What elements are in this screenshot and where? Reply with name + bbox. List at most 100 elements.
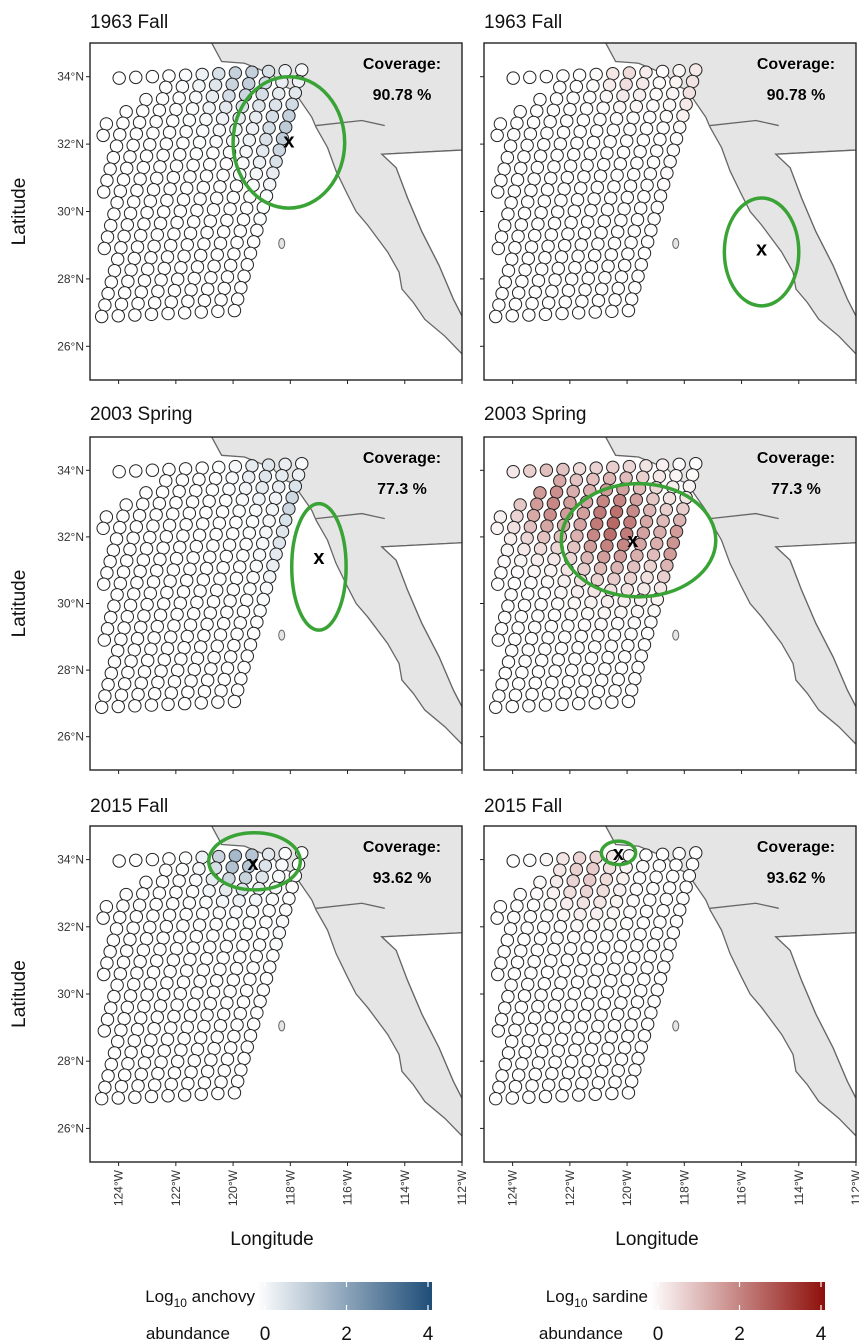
- station-point: [586, 918, 601, 932]
- station-point: [113, 520, 127, 535]
- station-point: [605, 1086, 619, 1101]
- station-point: [173, 930, 187, 944]
- station-point: [566, 91, 580, 105]
- station-point: [225, 860, 239, 874]
- station-point: [541, 631, 555, 645]
- station-point: [166, 953, 181, 967]
- station-point: [147, 1078, 162, 1092]
- station-point: [199, 112, 213, 127]
- station-point: [636, 470, 650, 484]
- station-point: [144, 642, 158, 656]
- coverage-label: Coverage:: [363, 450, 441, 467]
- station-point: [528, 228, 542, 243]
- station-point: [114, 241, 128, 255]
- station-point: [511, 1012, 525, 1026]
- station-point: [229, 571, 244, 586]
- station-point: [123, 598, 138, 613]
- station-point: [528, 285, 542, 299]
- station-point: [120, 554, 134, 568]
- station-point: [219, 549, 234, 564]
- station-point: [113, 127, 127, 142]
- station-point: [634, 258, 648, 272]
- station-point: [161, 1089, 175, 1103]
- station-point: [262, 514, 276, 528]
- station-point: [511, 286, 526, 300]
- station-point: [230, 292, 245, 306]
- station-point: [613, 883, 627, 897]
- station-point: [150, 954, 164, 968]
- station-point: [256, 536, 270, 551]
- station-point: [488, 1091, 503, 1106]
- center-of-gravity-marker: x: [248, 853, 259, 875]
- station-point: [107, 599, 121, 613]
- station-point: [575, 1076, 589, 1091]
- station-point: [256, 144, 270, 158]
- station-point: [180, 629, 194, 644]
- station-point: [266, 948, 280, 963]
- station-point: [206, 929, 220, 943]
- station-point: [263, 570, 277, 584]
- station-point: [609, 505, 624, 519]
- station-point: [507, 967, 522, 981]
- station-point: [200, 617, 214, 632]
- station-point: [541, 239, 555, 253]
- station-point: [146, 575, 161, 589]
- station-point: [156, 931, 170, 945]
- station-point: [193, 192, 207, 206]
- station-point: [627, 1006, 641, 1021]
- station-point: [603, 134, 617, 149]
- station-point: [581, 215, 595, 229]
- station-point: [543, 897, 557, 912]
- station-point: [219, 493, 233, 508]
- station-point: [613, 549, 628, 564]
- coverage-label: Coverage:: [363, 839, 441, 856]
- station-point: [98, 689, 112, 703]
- station-point: [189, 873, 203, 887]
- station-point: [616, 928, 631, 942]
- station-point: [159, 80, 173, 95]
- station-point: [666, 86, 680, 101]
- station-point: [96, 128, 110, 143]
- y-tick-label: 34°N: [57, 70, 84, 84]
- station-point: [117, 229, 131, 244]
- station-point: [530, 943, 545, 957]
- station-point: [494, 1012, 509, 1027]
- x-tick-label: 118°W: [283, 1169, 297, 1205]
- y-tick-label: 30°N: [57, 987, 84, 1001]
- station-point: [646, 155, 661, 170]
- station-point: [189, 539, 204, 554]
- station-point: [239, 984, 254, 998]
- station-point: [99, 510, 114, 524]
- station-point: [627, 616, 641, 630]
- station-point: [669, 914, 684, 929]
- station-point: [101, 286, 115, 301]
- station-point: [214, 684, 228, 698]
- station-point: [521, 1034, 535, 1048]
- station-point: [227, 694, 242, 709]
- station-point: [239, 593, 254, 607]
- station-point: [541, 687, 556, 701]
- center-of-gravity-ellipse: [599, 839, 638, 867]
- map-canvas: x Coverage: 93.62 %: [90, 826, 462, 1162]
- station-point: [261, 847, 276, 862]
- station-point: [144, 1089, 159, 1104]
- station-point: [100, 956, 114, 970]
- station-point: [583, 929, 598, 944]
- station-point: [131, 1079, 145, 1093]
- station-point: [278, 846, 292, 861]
- station-point: [112, 854, 126, 868]
- station-point: [649, 87, 663, 102]
- station-point: [116, 116, 130, 130]
- station-point: [183, 1009, 198, 1023]
- station-point: [583, 539, 598, 554]
- station-point: [237, 269, 251, 283]
- station-point: [513, 105, 527, 119]
- station-point: [557, 182, 571, 196]
- station-point: [523, 853, 537, 867]
- station-point: [517, 598, 532, 613]
- center-of-gravity-marker: x: [613, 843, 624, 865]
- station-point: [192, 918, 207, 932]
- station-point: [563, 942, 578, 956]
- station-point: [632, 871, 647, 885]
- station-point: [538, 1033, 552, 1047]
